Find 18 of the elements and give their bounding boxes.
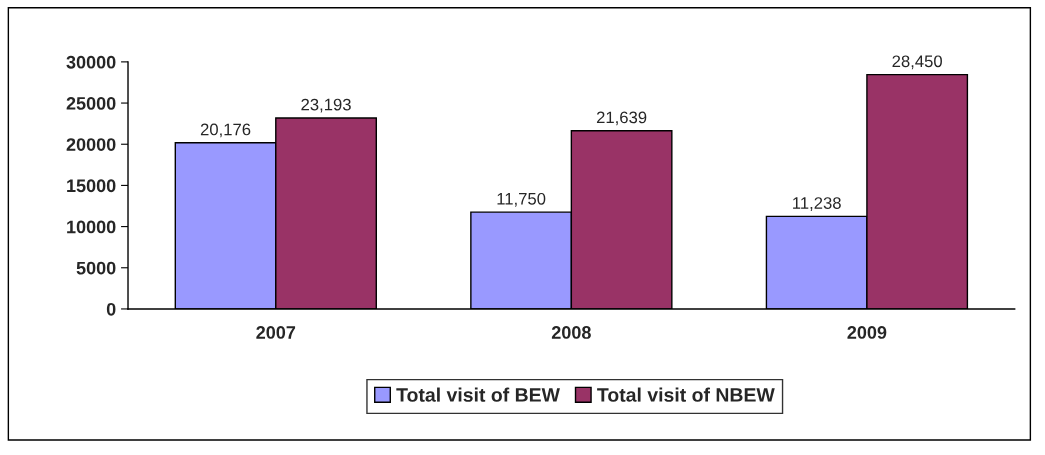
legend-label: Total visit of BEW	[396, 387, 560, 402]
x-tick-label: 2009	[847, 326, 887, 339]
y-tick-label: 20000	[66, 138, 116, 151]
legend-label: Total visit of NBEW	[597, 387, 775, 402]
data-label: 28,450	[892, 55, 942, 70]
data-label: 11,750	[497, 192, 546, 207]
data-label: 20,176	[200, 123, 251, 138]
y-tick-label: 25000	[66, 96, 116, 110]
x-tick-label: 2008	[551, 326, 591, 339]
y-tick-label: 10000	[67, 220, 116, 234]
y-tick-label: 5000	[76, 261, 116, 275]
y-tick-label: 15000	[67, 179, 116, 193]
y-tick-label: 0	[106, 302, 116, 316]
data-label: 21,639	[596, 111, 647, 126]
y-tick-label: 30000	[66, 55, 116, 69]
data-label: 23,193	[301, 98, 351, 113]
x-tick-label: 2007	[256, 326, 296, 339]
data-label: 11,238	[793, 197, 841, 211]
